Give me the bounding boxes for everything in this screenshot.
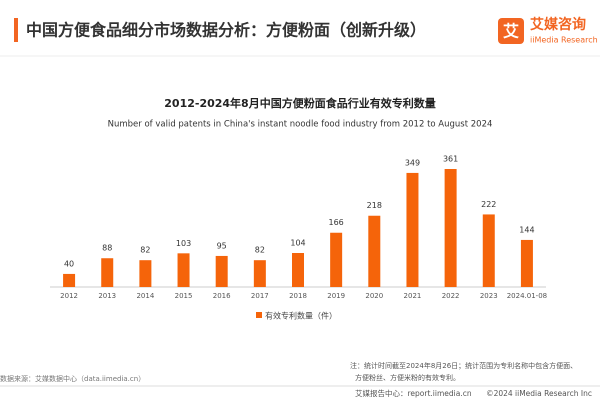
x-tick-label: 2016 [213, 292, 231, 300]
value-label: 166 [329, 218, 344, 227]
bar [101, 258, 114, 287]
x-tick-label: 2020 [365, 292, 383, 300]
logo-icon-bg [498, 18, 524, 44]
x-tick-label: 2018 [289, 292, 307, 300]
chart-title: 2012-2024年8月中国方便粉面食品行业有效专利数量 [164, 96, 435, 110]
bar [292, 253, 304, 287]
source: 数据来源：艾媒数据中心（data.iimedia.cn） [0, 374, 145, 383]
bar [368, 215, 381, 287]
x-tick-label: 2012 [60, 292, 78, 300]
logo-icon: 艾 [503, 22, 519, 41]
x-tick-label: 2019 [327, 292, 345, 300]
bar [253, 260, 266, 287]
bar [177, 253, 190, 287]
x-tick-label: 2022 [442, 292, 460, 300]
x-tick-label: 2013 [98, 292, 116, 300]
value-label: 103 [176, 239, 191, 248]
note-line: 注：统计时间截至2024年8月26日；统计范围为专利名称中包含方便面、 [350, 361, 577, 370]
bar [63, 273, 76, 287]
legend-label: 有效专利数量（件） [265, 311, 337, 321]
value-label: 218 [367, 201, 382, 210]
value-label: 95 [217, 241, 227, 250]
footer-center: 艾媒报告中心：report.iimedia.cn [355, 388, 472, 398]
bar [444, 169, 457, 287]
bar [520, 239, 533, 287]
x-tick-label: 2015 [175, 292, 193, 300]
x-tick-label: 2014 [136, 292, 154, 300]
value-label: 88 [102, 244, 112, 253]
bar [139, 260, 152, 287]
logo-sub: iiMedia Research [530, 36, 598, 45]
footer-right: ©2024 iiMedia Research Inc [486, 389, 592, 398]
header-title: 中国方便食品细分市场数据分析：方便粉面（创新升级） [26, 21, 426, 40]
bar [482, 214, 495, 287]
x-tick-label: 2017 [251, 292, 269, 300]
value-label: 40 [64, 259, 74, 268]
x-tick-label: 2021 [404, 292, 422, 300]
logo-name: 艾媒咨询 [530, 16, 586, 33]
value-label: 144 [519, 225, 534, 234]
bar [215, 255, 228, 287]
title-accent [14, 18, 18, 42]
x-tick-label: 2023 [480, 292, 498, 300]
legend-swatch [256, 312, 262, 318]
bar [406, 172, 419, 287]
value-label: 82 [140, 246, 150, 255]
value-label: 82 [255, 246, 265, 255]
x-tick-label: 2024.01-08 [507, 292, 547, 300]
value-label: 104 [290, 239, 305, 248]
chart-subtitle: Number of valid patents in China's insta… [108, 120, 493, 130]
value-label: 349 [405, 158, 420, 167]
value-label: 361 [443, 155, 458, 164]
note-line: 方便粉丝、方便米粉的有效专利。 [355, 373, 460, 382]
value-label: 222 [481, 200, 496, 209]
bar [330, 232, 343, 287]
